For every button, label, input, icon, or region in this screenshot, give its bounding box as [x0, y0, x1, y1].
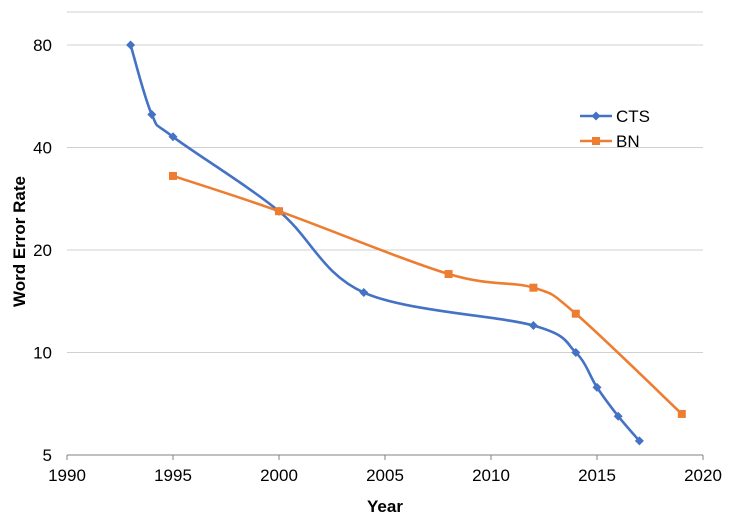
y-tick-label-20: 20 — [33, 241, 52, 260]
data-point-cts-2014 — [571, 347, 581, 357]
x-tick-label-2005: 2005 — [366, 466, 404, 485]
series-bn — [169, 171, 686, 418]
data-point-bn-1995 — [169, 171, 177, 180]
x-tick-label-2020: 2020 — [684, 466, 722, 485]
gridlines — [67, 11, 703, 353]
y-axis-title: Word Error Rate — [10, 176, 29, 307]
x-tick-labels: 1990 1995 2000 2005 2010 2015 2020 — [48, 466, 722, 485]
y-tick-label-10: 10 — [33, 343, 52, 362]
legend: CTS BN — [580, 107, 650, 151]
y-tick-label-80: 80 — [33, 36, 52, 55]
legend-item-bn: BN — [580, 132, 640, 151]
legend-label-bn: BN — [616, 132, 640, 151]
x-tick-label-1990: 1990 — [48, 466, 86, 485]
x-axis-title: Year — [367, 497, 403, 516]
y-tick-labels: 5 10 20 40 80 — [33, 36, 52, 465]
data-point-cts-2016 — [613, 411, 623, 421]
y-tick-label-5: 5 — [43, 446, 52, 465]
data-point-bn-2000 — [275, 207, 283, 216]
x-tick-label-1995: 1995 — [154, 466, 192, 485]
x-tick-label-2010: 2010 — [472, 466, 510, 485]
data-point-cts-2015 — [592, 382, 602, 392]
x-tick-label-2000: 2000 — [260, 466, 298, 485]
data-point-bn-2012 — [529, 283, 538, 292]
data-point-bn-2019 — [677, 409, 686, 418]
data-point-cts-1995 — [168, 132, 178, 142]
data-point-bn-2008 — [444, 270, 453, 279]
data-point-cts-2012 — [528, 321, 538, 331]
y-tick-label-40: 40 — [33, 138, 52, 157]
data-point-cts-1993 — [126, 40, 136, 50]
series-line-bn — [171, 174, 684, 416]
x-tick-label-2015: 2015 — [578, 466, 616, 485]
legend-item-cts: CTS — [580, 107, 650, 126]
series-layer — [126, 40, 686, 446]
legend-marker-cts — [591, 111, 601, 121]
series-line-cts — [129, 43, 641, 443]
legend-marker-bn — [592, 137, 600, 145]
data-point-cts-2004 — [359, 288, 369, 298]
data-point-cts-2017 — [634, 436, 644, 446]
series-cts — [126, 40, 644, 446]
data-point-cts-1994 — [147, 110, 157, 120]
legend-label-cts: CTS — [616, 107, 650, 126]
x-tick-marks — [66, 455, 704, 460]
data-point-bn-2014 — [571, 309, 580, 318]
